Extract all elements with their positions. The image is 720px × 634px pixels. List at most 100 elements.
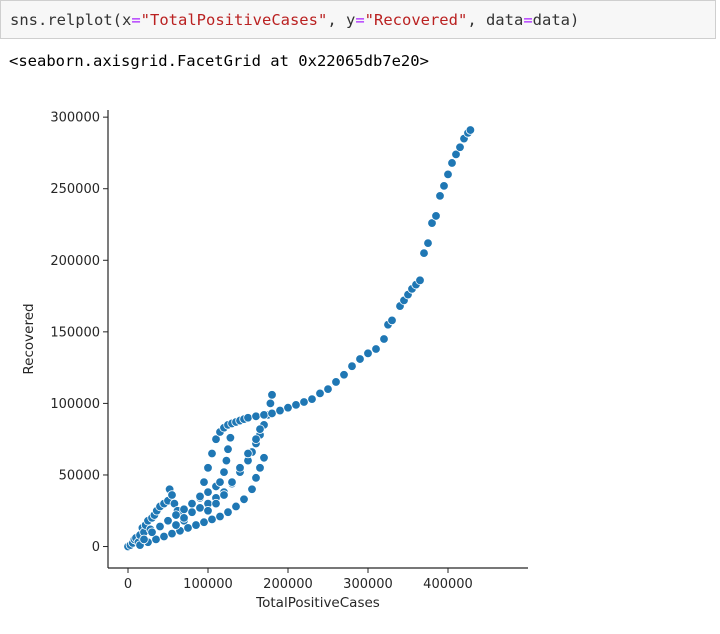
- data-point: [211, 498, 221, 509]
- data-point: [203, 506, 213, 516]
- data-point: [215, 511, 225, 522]
- data-point: [283, 403, 293, 413]
- data-point: [223, 444, 233, 454]
- data-point: [163, 516, 173, 526]
- code-token: =: [523, 11, 533, 29]
- data-point: [415, 275, 425, 286]
- data-point: [183, 523, 193, 533]
- data-point: [259, 410, 269, 420]
- data-point: [195, 503, 205, 513]
- data-point: [339, 370, 349, 380]
- data-point: [465, 125, 476, 135]
- data-point: [451, 149, 461, 160]
- y-tick-label: 250000: [50, 182, 100, 197]
- y-tick-label: 100000: [50, 397, 100, 412]
- code-token: =: [355, 11, 365, 29]
- data-point: [221, 455, 232, 466]
- data-point: [207, 514, 217, 525]
- data-point: [267, 390, 277, 400]
- data-point: [179, 513, 189, 523]
- data-point: [379, 334, 389, 344]
- data-point: [267, 408, 277, 419]
- code-token: , y: [327, 11, 356, 29]
- data-point: [139, 534, 149, 545]
- scatter-points: [123, 125, 476, 552]
- data-point: [331, 377, 341, 387]
- data-point: [171, 510, 181, 520]
- data-point: [171, 520, 181, 530]
- data-point: [235, 463, 245, 473]
- code-token: , data: [467, 11, 524, 29]
- y-axis-label: Recovered: [21, 303, 37, 374]
- scatter-chart: 0 100000 200000 300000 400000 0 50000 100000 150…: [21, 110, 528, 611]
- x-tick-label: 100000: [183, 577, 233, 592]
- data-point: [363, 348, 373, 359]
- code-token: data): [532, 11, 580, 29]
- data-point: [387, 315, 397, 326]
- x-tick-label: 400000: [423, 577, 473, 592]
- x-tick-label: 0: [124, 577, 132, 592]
- code-cell[interactable]: sns.relplot(x="TotalPositiveCases", y="R…: [0, 0, 716, 39]
- data-point: [355, 354, 365, 364]
- data-point: [159, 531, 169, 542]
- x-axis-label: TotalPositiveCases: [255, 595, 380, 611]
- y-tick-label: 300000: [50, 111, 100, 126]
- data-point: [255, 463, 265, 473]
- axes: 0 100000 200000 300000 400000 0 50000 100000 150…: [21, 110, 528, 611]
- data-point: [427, 218, 437, 228]
- data-point: [187, 498, 197, 509]
- data-point: [265, 398, 276, 409]
- x-tick-label: 200000: [263, 577, 313, 592]
- data-point: [219, 467, 229, 477]
- data-point: [439, 181, 449, 191]
- data-point: [225, 433, 236, 443]
- data-point: [443, 169, 453, 180]
- data-point: [231, 501, 241, 512]
- data-point: [259, 453, 269, 463]
- data-point: [211, 434, 221, 444]
- data-point: [423, 238, 433, 248]
- code-token: "Recovered": [364, 11, 468, 29]
- data-point: [243, 448, 253, 459]
- code-token: sns.relplot(x: [10, 11, 132, 29]
- data-point: [199, 517, 209, 527]
- data-point: [307, 394, 317, 404]
- data-point: [199, 477, 209, 487]
- data-point: [347, 361, 357, 371]
- y-tick-label: 200000: [50, 254, 100, 269]
- cell-output: <seaborn.axisgrid.FacetGrid at 0x22065db…: [9, 52, 429, 70]
- data-point: [215, 477, 225, 487]
- data-point: [431, 211, 441, 221]
- code-token: "TotalPositiveCases": [140, 11, 328, 29]
- data-point: [447, 158, 457, 168]
- data-point: [247, 484, 257, 494]
- data-point: [207, 448, 217, 459]
- data-point: [243, 413, 253, 423]
- x-tick-label: 300000: [343, 577, 393, 592]
- data-point: [455, 142, 465, 152]
- data-point: [191, 520, 201, 530]
- data-point: [195, 491, 205, 502]
- data-point: [239, 494, 249, 505]
- data-point: [167, 528, 177, 539]
- data-point: [203, 463, 213, 473]
- data-point: [323, 384, 333, 394]
- data-point: [291, 400, 301, 410]
- y-tick-label: 50000: [59, 468, 100, 483]
- code-token: =: [131, 11, 141, 29]
- data-point: [299, 397, 309, 407]
- data-point: [255, 424, 265, 434]
- data-point: [219, 490, 229, 500]
- data-point: [435, 191, 445, 201]
- data-point: [203, 487, 213, 497]
- data-point: [315, 388, 325, 399]
- data-point: [155, 521, 165, 532]
- data-point: [419, 248, 429, 258]
- data-point: [147, 527, 157, 537]
- data-point: [275, 405, 285, 416]
- data-point: [223, 507, 233, 517]
- data-point: [227, 477, 237, 487]
- data-point: [251, 411, 261, 421]
- data-point: [251, 473, 261, 483]
- data-point: [371, 344, 381, 354]
